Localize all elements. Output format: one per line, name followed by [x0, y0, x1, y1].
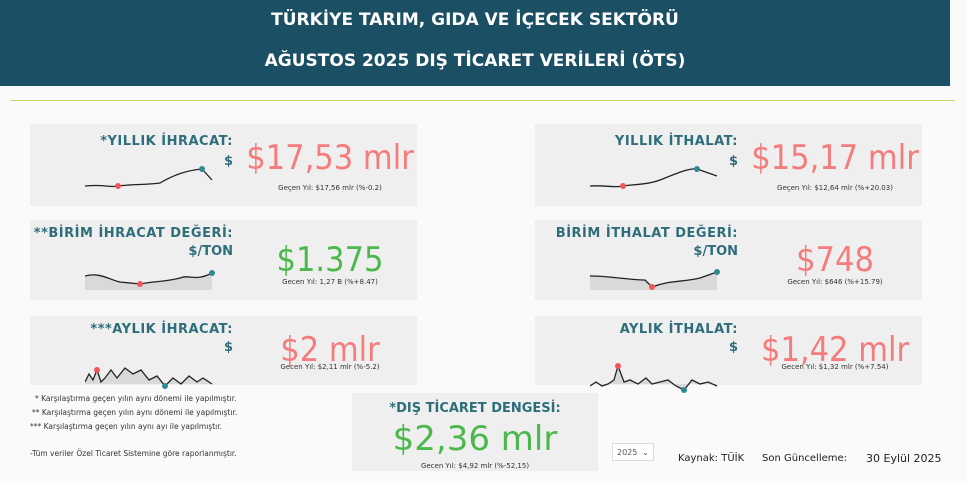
kpi-card: AYLIK İTHALAT: $ $1,42 mlr Gecen Yıl: $1,32…: [535, 316, 922, 393]
kpi-label: AYLIK İTHALAT:: [619, 322, 738, 337]
sparkline: [85, 367, 213, 389]
title: TÜRKİYE TARIM, GIDA VE İÇECEK SEKTÖRÜ: [271, 10, 679, 30]
kpi-previous: Gecen Yıl: $4,92 mlr (%-52,15): [420, 462, 530, 470]
balance-card: *DIŞ TİCARET DENGESİ: $2,36 mlr Gecen Yı…: [352, 393, 598, 471]
kpi-label: **BİRİM İHRACAT DEĞERİ:: [33, 226, 233, 241]
kpi-label: *DIŞ TİCARET DENGESİ:: [389, 401, 561, 416]
kpi-previous: Gecen Yıl: 1,27 B (%+8.47): [282, 278, 378, 286]
sparkline-line: [85, 168, 213, 188]
sparkline-area: [85, 368, 212, 386]
kpi-card: ***AYLIK İHRACAT: $ $2 mlr Gecen Yıl: $2,11…: [30, 316, 417, 389]
max-point: [199, 166, 205, 172]
kpi-unit: $/TON: [188, 244, 233, 259]
max-point: [681, 387, 687, 393]
kpi-unit: $: [728, 154, 738, 169]
sparkline: [590, 166, 718, 189]
kpi-label: YILLIK İTHALAT:: [614, 134, 738, 149]
footnote: ** Karşılaştırma geçen yılın aynı dönemi…: [32, 408, 238, 417]
sparkline-area: [85, 273, 212, 290]
max-point: [714, 269, 720, 275]
divider: [10, 100, 955, 101]
kpi-card: **BİRİM İHRACAT DEĞERİ: $/TON $1.375 Gecen …: [30, 220, 417, 300]
footnote: -Tüm veriler Özel Ticaret Sistemine göre…: [30, 449, 237, 458]
min-point: [94, 367, 100, 373]
kpi-card: BİRİM İTHALAT DEĞERİ: $/TON $748 Gecen Yıl:…: [535, 220, 922, 300]
kpi-value: $2,36 mlr: [392, 419, 558, 459]
kpi-previous: Geçen Yıl: $12,64 mlr (%+20.03): [777, 184, 893, 192]
kpi-unit: $/TON: [693, 244, 738, 259]
kpi-unit: $: [223, 340, 233, 355]
updated-label: Son Güncelleme:: [762, 453, 848, 464]
sparkline: [590, 363, 718, 393]
sparkline-area: [590, 272, 717, 290]
min-point: [115, 183, 121, 189]
sparkline-line: [590, 363, 718, 391]
kpi-value: $1,42 mlr: [760, 330, 910, 370]
title: AĞUSTOS 2025 DIŞ TİCARET VERİLERİ (ÖTS): [264, 51, 686, 71]
kpi-previous: Gecen Yıl: $646 (%+15.79): [787, 278, 883, 286]
kpi-unit: $: [728, 340, 738, 355]
kpi-previous: Geçen Yıl: $17,56 mlr (%-0.2): [278, 184, 382, 192]
kpi-label: *YILLIK İHRACAT:: [100, 134, 233, 149]
min-point: [137, 281, 143, 287]
footnote: * Karşılaştırma geçen yılın aynı dönemi …: [35, 394, 237, 403]
kpi-label: ***AYLIK İHRACAT:: [90, 322, 233, 337]
footnote: *** Karşılaştırma geçen yılın aynı ayı i…: [30, 422, 223, 431]
sparkline-line: [85, 272, 213, 285]
sparkline: [85, 270, 215, 290]
kpi-value: $15,17 mlr: [751, 138, 919, 178]
min-point: [649, 284, 655, 290]
kpi-card: *YILLIK İHRACAT: $ $17,53 mlr Geçen Yıl: $1…: [30, 124, 417, 206]
sparkline: [590, 269, 720, 290]
kpi-label: BİRİM İTHALAT DEĞERİ:: [555, 226, 738, 241]
max-point: [162, 383, 168, 389]
kpi-value: $748: [796, 240, 874, 280]
updated-date: 30 Eylül 2025: [866, 452, 942, 465]
sparkline: [85, 166, 213, 189]
kpi-value: $2 mlr: [280, 330, 380, 370]
kpi-value: $17,53 mlr: [246, 138, 414, 178]
header: [0, 0, 950, 86]
max-point: [209, 270, 215, 276]
kpi-value: $1.375: [276, 240, 384, 280]
max-point: [694, 166, 700, 172]
kpi-card: YILLIK İTHALAT: $ $15,17 mlr Geçen Yıl: $12…: [535, 124, 922, 206]
min-point: [620, 183, 626, 189]
source: Kaynak: TÜİK: [678, 453, 745, 464]
min-point: [615, 363, 621, 369]
sparkline-line: [590, 168, 718, 188]
year-dropdown[interactable]: 2025 ⌄: [612, 443, 654, 461]
kpi-unit: $: [223, 154, 233, 169]
dropdown-value: 2025: [617, 448, 638, 457]
kpi-previous: Gecen Yıl: $2,11 mlr (%-5.2): [280, 363, 380, 371]
kpi-previous: Gecen Yıl: $1,32 mlr (%+7.54): [781, 363, 889, 371]
sparkline-area: [590, 366, 717, 390]
